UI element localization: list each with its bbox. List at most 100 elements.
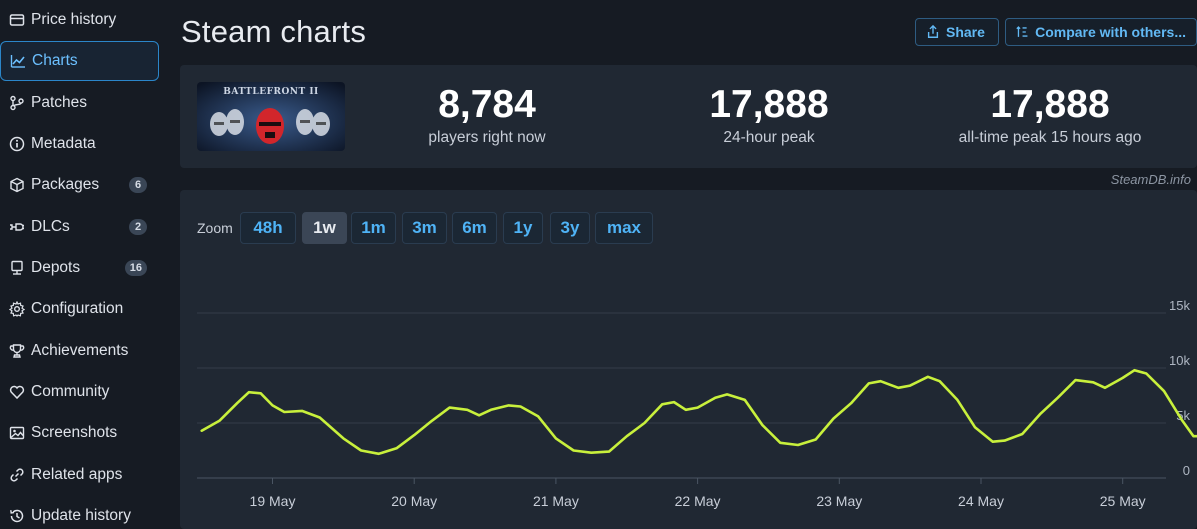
data-point[interactable]: [482, 391, 488, 397]
sidebar-item-achievements[interactable]: Achievements: [0, 331, 159, 371]
all-time-peak-label: all-time peak 15 hours ago: [958, 129, 1142, 146]
sidebar-item-update-history[interactable]: Update history: [0, 496, 159, 529]
sidebar-item-label: Price history: [31, 11, 117, 28]
heart-icon: [8, 383, 26, 401]
sidebar-item-screenshots[interactable]: Screenshots: [0, 413, 159, 453]
sidebar-item-related-apps[interactable]: Related apps: [0, 455, 159, 495]
sidebar-item-metadata[interactable]: Metadata: [0, 124, 159, 164]
x-tick-label: 24 May: [958, 493, 1004, 509]
page-title: Steam charts: [181, 14, 367, 49]
game-logo-text: BATTLEFRONT II: [223, 87, 319, 97]
data-point[interactable]: [305, 450, 311, 456]
x-tick-label: 19 May: [250, 493, 296, 509]
data-point[interactable]: [978, 302, 984, 308]
all-time-peak-value: 17,888: [990, 83, 1110, 126]
sidebar-item-label: Update history: [31, 507, 131, 524]
data-point[interactable]: [695, 367, 701, 373]
data-point[interactable]: [765, 349, 771, 355]
sidebar-item-configuration[interactable]: Configuration: [0, 289, 159, 329]
zoom-button-1w[interactable]: 1w: [302, 212, 347, 244]
data-point[interactable]: [907, 285, 913, 291]
sidebar-item-label: Screenshots: [31, 424, 118, 441]
x-tick-label: 22 May: [675, 493, 721, 509]
sidebar-item-dlcs[interactable]: DLCs 2: [0, 207, 159, 247]
game-image[interactable]: BATTLEFRONT II: [197, 82, 345, 151]
zoom-label: Zoom: [197, 220, 233, 236]
sidebar-item-label: Patches: [31, 94, 88, 111]
data-point[interactable]: [411, 446, 417, 452]
zoom-button-48h[interactable]: 48h: [240, 212, 296, 244]
peak-24h-value: 17,888: [709, 83, 829, 126]
data-point[interactable]: [340, 404, 346, 410]
zoom-button-1y[interactable]: 1y: [503, 212, 543, 244]
series-line-players[interactable]: [200, 288, 1197, 456]
data-point[interactable]: [270, 408, 276, 414]
data-point[interactable]: [1120, 440, 1126, 446]
y-tick-label: 5k: [1176, 408, 1190, 423]
x-tick-label: 23 May: [816, 493, 862, 509]
image-icon: [8, 424, 26, 442]
stats-panel: BATTLEFRONT II 8,784 players right now 1…: [180, 65, 1197, 168]
data-point[interactable]: [801, 343, 807, 349]
data-point[interactable]: [1084, 450, 1090, 456]
sidebar-item-depots[interactable]: Depots 16: [0, 248, 159, 288]
gear-icon: [8, 300, 26, 318]
sidebar-item-label: Metadata: [31, 135, 96, 152]
steamdb-credit: SteamDB.info: [1110, 172, 1191, 187]
data-point[interactable]: [517, 441, 523, 447]
players-now-value: 8,784: [438, 83, 536, 126]
data-point[interactable]: [943, 306, 949, 312]
stat-players-now: 8,784 players right now: [407, 83, 567, 147]
sidebar-item-label: Related apps: [31, 466, 123, 483]
data-point[interactable]: [872, 312, 878, 318]
git-branch-icon: [8, 94, 26, 112]
compare-button[interactable]: Compare with others...: [1005, 18, 1197, 46]
sidebar-item-community[interactable]: Community: [0, 372, 159, 412]
zoom-button-1m[interactable]: 1m: [351, 212, 396, 244]
data-point[interactable]: [1049, 379, 1055, 385]
server-icon: [8, 259, 26, 277]
sidebar-item-label: DLCs: [31, 218, 70, 235]
sidebar-item-label: Community: [31, 383, 110, 400]
sidebar-item-charts[interactable]: Charts: [0, 41, 159, 81]
sidebar-item-packages[interactable]: Packages 6: [0, 165, 159, 205]
plug-icon: [8, 218, 26, 236]
data-point[interactable]: [1191, 431, 1197, 437]
data-point[interactable]: [836, 399, 842, 405]
count-badge: 6: [129, 177, 147, 193]
share-label: Share: [946, 24, 985, 40]
sidebar-item-label: Charts: [32, 52, 78, 69]
share-icon: [927, 25, 939, 38]
zoom-button-max[interactable]: max: [595, 212, 653, 244]
credit-card-icon: [8, 11, 26, 29]
data-point[interactable]: [659, 377, 665, 383]
x-tick-label: 21 May: [533, 493, 579, 509]
x-tick-label: 25 May: [1100, 493, 1146, 509]
share-button[interactable]: Share: [915, 18, 999, 46]
zoom-button-3y[interactable]: 3y: [550, 212, 590, 244]
data-point[interactable]: [553, 380, 559, 386]
data-point[interactable]: [588, 374, 594, 380]
zoom-button-6m[interactable]: 6m: [452, 212, 497, 244]
data-point[interactable]: [376, 402, 382, 408]
data-point[interactable]: [447, 400, 453, 406]
stat-24h-peak: 17,888 24-hour peak: [689, 83, 849, 147]
sidebar-item-label: Depots: [31, 259, 81, 276]
data-point[interactable]: [1155, 437, 1161, 443]
data-point[interactable]: [234, 389, 240, 395]
link-icon: [8, 466, 26, 484]
data-point[interactable]: [1013, 364, 1019, 370]
y-tick-label: 10k: [1169, 353, 1190, 368]
data-point[interactable]: [624, 438, 630, 444]
zoom-button-3m[interactable]: 3m: [402, 212, 447, 244]
sidebar-item-price-history[interactable]: Price history: [0, 0, 159, 40]
players-now-label: players right now: [428, 129, 546, 146]
data-point[interactable]: [199, 428, 205, 434]
count-badge: 2: [129, 219, 147, 235]
info-icon: [8, 135, 26, 153]
data-point[interactable]: [730, 433, 736, 439]
compare-label: Compare with others...: [1035, 24, 1186, 40]
sidebar-item-label: Achievements: [31, 342, 129, 359]
sidebar-item-patches[interactable]: Patches: [0, 83, 159, 123]
